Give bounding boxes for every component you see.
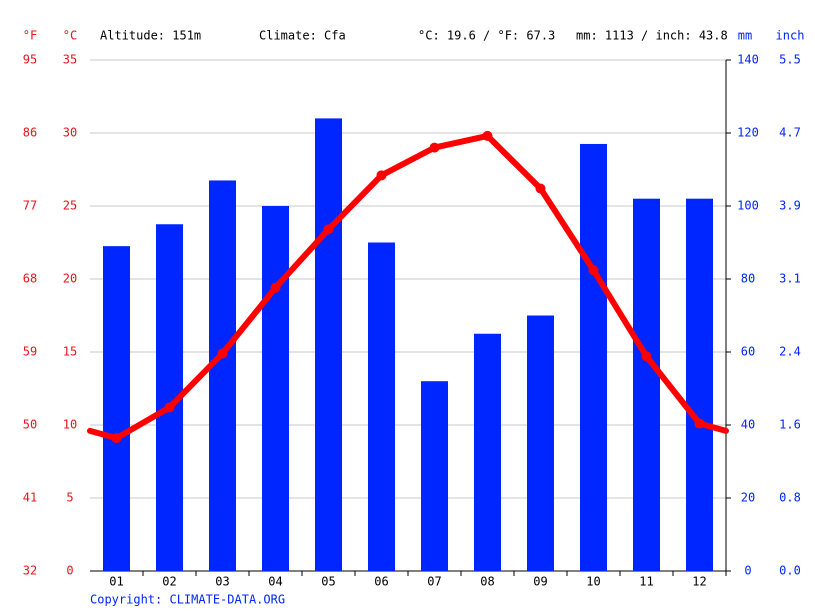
- point: [376, 170, 387, 181]
- y-tick-label: 25: [63, 199, 77, 213]
- y2-unit: mm: [738, 29, 752, 43]
- bar: [421, 381, 448, 571]
- tick-label: 1.6: [779, 417, 801, 431]
- point: [588, 265, 599, 276]
- tick-label: 3.9: [779, 199, 801, 213]
- bar: [474, 333, 501, 571]
- bar: [315, 118, 342, 572]
- y2-tick-label: 60: [741, 345, 755, 359]
- bar: [580, 143, 607, 571]
- tick-label: 41: [23, 491, 37, 505]
- y-tick-label: 30: [63, 126, 77, 140]
- x-tick-label: 05: [321, 575, 335, 589]
- point: [694, 418, 705, 429]
- header-climate: Climate: Cfa: [259, 29, 346, 43]
- point: [429, 142, 440, 153]
- point: [111, 433, 122, 444]
- tick-label: 32: [23, 564, 37, 578]
- point: [270, 282, 281, 293]
- y-tick-label: 0: [66, 564, 73, 578]
- x-tick-label: 10: [586, 575, 600, 589]
- tick-label: 68: [23, 272, 37, 286]
- y2-tick-label: 140: [737, 53, 759, 67]
- y-tick-label: 10: [63, 418, 77, 432]
- bar: [209, 180, 236, 571]
- bar: [527, 315, 554, 571]
- bar: [368, 242, 395, 571]
- y2-tick-label: 0: [744, 564, 751, 578]
- header-altitude: Altitude: 151m: [100, 29, 201, 43]
- point: [535, 183, 546, 194]
- y-tick-label: 35: [63, 53, 77, 67]
- y-unit: °C: [63, 29, 77, 43]
- tick-label: 2.4: [779, 345, 801, 359]
- header-temp: °C: 19.6 / °F: 67.3: [418, 29, 555, 43]
- x-tick-label: 09: [533, 575, 547, 589]
- axis-unit: °F: [23, 29, 37, 43]
- x-tick-label: 06: [374, 575, 388, 589]
- tick-label: 0.0: [779, 564, 801, 578]
- point: [323, 224, 334, 235]
- point: [217, 348, 228, 359]
- y2-tick-label: 20: [741, 491, 755, 505]
- axis-unit: inch: [776, 29, 805, 43]
- tick-label: 77: [23, 199, 37, 213]
- tick-label: 50: [23, 418, 37, 432]
- y2-tick-label: 120: [737, 126, 759, 140]
- y-tick-label: 5: [66, 491, 73, 505]
- header-precip: mm: 1113 / inch: 43.8: [576, 29, 728, 43]
- x-tick-label: 03: [215, 575, 229, 589]
- x-tick-label: 12: [692, 575, 706, 589]
- x-tick-label: 01: [109, 575, 123, 589]
- x-tick-label: 07: [427, 575, 441, 589]
- tick-label: 4.7: [779, 126, 801, 140]
- bar: [103, 246, 130, 571]
- bar: [686, 198, 713, 571]
- copyright: Copyright: CLIMATE-DATA.ORG: [90, 593, 285, 607]
- y2-tick-label: 80: [741, 272, 755, 286]
- y-tick-label: 20: [63, 272, 77, 286]
- y-tick-label: 15: [63, 345, 77, 359]
- y2-tick-label: 100: [737, 199, 759, 213]
- y2-tick-label: 40: [741, 418, 755, 432]
- tick-label: 0.8: [779, 491, 801, 505]
- point: [641, 351, 652, 362]
- point: [164, 402, 175, 413]
- point: [482, 130, 493, 141]
- tick-label: 59: [23, 345, 37, 359]
- tick-label: 3.1: [779, 271, 801, 285]
- bar: [262, 206, 289, 571]
- x-tick-label: 04: [268, 575, 282, 589]
- bar: [633, 198, 660, 571]
- temp-line: [114, 132, 702, 441]
- x-tick-label: 11: [639, 575, 653, 589]
- tick-label: 95: [23, 53, 37, 67]
- tick-label: 86: [23, 126, 37, 140]
- x-tick-label: 02: [162, 575, 176, 589]
- tick-label: 5.5: [779, 53, 801, 67]
- x-tick-label: 08: [480, 575, 494, 589]
